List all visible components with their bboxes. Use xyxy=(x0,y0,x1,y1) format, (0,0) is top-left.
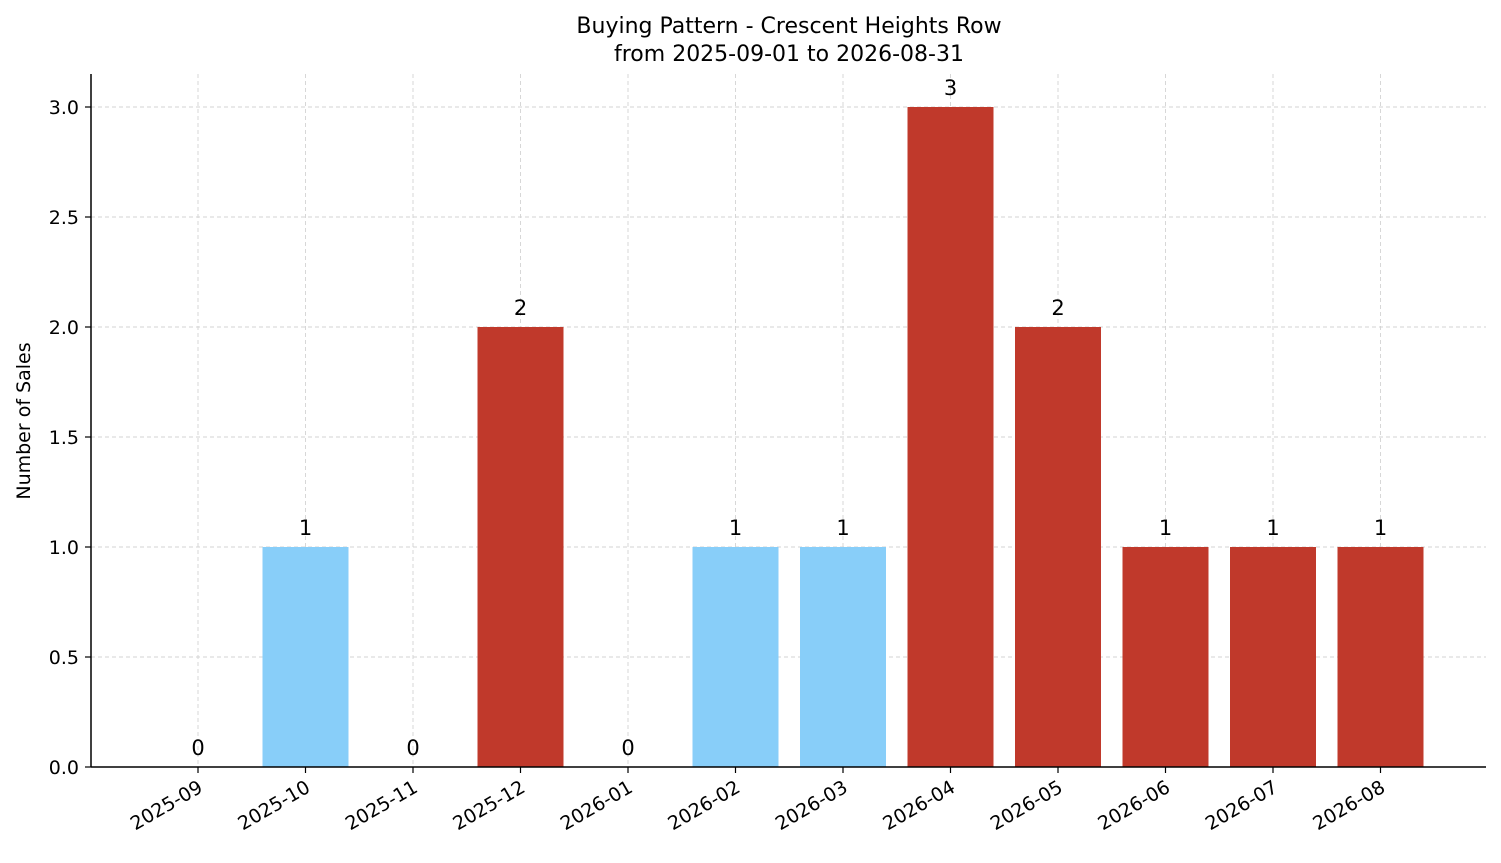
bar-2026-05 xyxy=(1015,327,1101,767)
y-axis-label: Number of Sales xyxy=(13,342,35,499)
bar-2026-04 xyxy=(907,107,994,767)
data-label-2025-12: 2 xyxy=(514,296,527,320)
x-tick-label-2026-08: 2026-08 xyxy=(1309,776,1389,835)
x-ticks: 2025-09 2025-10 2025-11 2025-12 2026-01 2026-… xyxy=(127,767,1389,835)
chart-title: Buying Pattern - Crescent Heights Row xyxy=(576,14,1001,39)
x-tick-label-2025-10: 2025-10 xyxy=(234,776,314,835)
y-tick-label: 1.0 xyxy=(49,537,79,559)
data-label-2026-05: 2 xyxy=(1051,296,1064,320)
y-tick-label: 0.0 xyxy=(49,757,79,779)
x-tick-label-2026-03: 2026-03 xyxy=(772,776,852,835)
data-label-2026-06: 1 xyxy=(1159,516,1172,540)
data-label-2026-04: 3 xyxy=(944,76,957,100)
bars xyxy=(262,107,1424,767)
bar-2026-02 xyxy=(692,547,779,767)
data-labels: 0 1 0 2 0 1 1 3 2 1 1 1 xyxy=(191,76,1387,760)
x-tick-label-2026-01: 2026-01 xyxy=(557,776,637,835)
data-label-2026-08: 1 xyxy=(1374,516,1387,540)
x-tick-label-2026-05: 2026-05 xyxy=(987,776,1067,835)
y-ticks: 0.0 0.5 1.0 1.5 2.0 2.5 3.0 xyxy=(49,97,91,779)
x-tick-label-2026-07: 2026-07 xyxy=(1202,776,1282,835)
data-label-2025-11: 0 xyxy=(406,736,419,760)
y-tick-label: 1.5 xyxy=(49,427,79,449)
axes xyxy=(90,74,1486,768)
data-label-2026-01: 0 xyxy=(621,736,634,760)
data-label-2026-07: 1 xyxy=(1266,516,1279,540)
bar-2026-06 xyxy=(1122,547,1209,767)
x-tick-label-2026-02: 2026-02 xyxy=(664,776,744,835)
x-tick-label-2026-04: 2026-04 xyxy=(879,776,959,835)
bar-2025-12 xyxy=(477,327,564,767)
y-tick-label: 0.5 xyxy=(49,647,79,669)
data-label-2025-09: 0 xyxy=(191,736,204,760)
chart-subtitle: from 2025-09-01 to 2026-08-31 xyxy=(614,42,964,67)
x-tick-label-2025-12: 2025-12 xyxy=(449,776,529,835)
y-tick-label: 2.0 xyxy=(49,317,79,339)
bar-2026-07 xyxy=(1230,547,1316,767)
bar-2026-03 xyxy=(800,547,886,767)
x-tick-label-2025-11: 2025-11 xyxy=(342,776,422,835)
bar-2026-08 xyxy=(1337,547,1424,767)
data-label-2025-10: 1 xyxy=(299,516,312,540)
y-tick-label: 3.0 xyxy=(49,97,79,119)
data-label-2026-02: 1 xyxy=(729,516,742,540)
data-label-2026-03: 1 xyxy=(836,516,849,540)
bar-2025-10 xyxy=(262,547,349,767)
x-tick-label-2026-06: 2026-06 xyxy=(1094,776,1174,835)
x-tick-label-2025-09: 2025-09 xyxy=(127,776,207,835)
y-tick-label: 2.5 xyxy=(49,207,79,229)
